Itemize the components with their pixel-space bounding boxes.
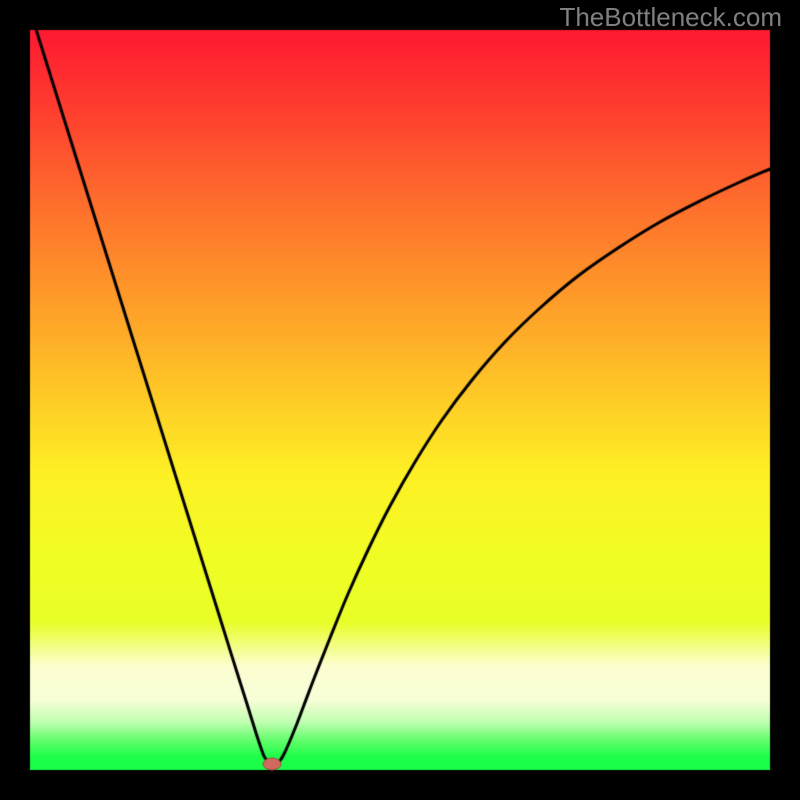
bottleneck-chart-canvas (0, 0, 800, 800)
watermark-text: TheBottleneck.com (559, 2, 782, 33)
chart-container: TheBottleneck.com (0, 0, 800, 800)
